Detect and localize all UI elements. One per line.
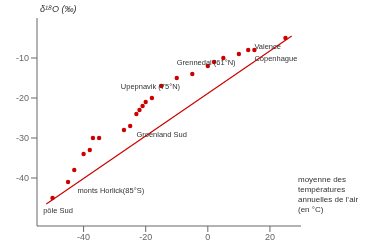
svg-text:-40: -40 xyxy=(77,232,90,242)
svg-text:Copenhague: Copenhague xyxy=(254,54,297,63)
svg-text:monts Horlick(85°S): monts Horlick(85°S) xyxy=(77,186,144,195)
svg-text:δ¹⁸O (‰): δ¹⁸O (‰) xyxy=(40,4,76,14)
svg-text:-20: -20 xyxy=(16,93,29,103)
svg-text:Groenland Sud: Groenland Sud xyxy=(136,130,186,139)
svg-text:Upepnavik (75°N): Upepnavik (75°N) xyxy=(121,82,181,91)
svg-text:-20: -20 xyxy=(139,232,152,242)
svg-text:Valence: Valence xyxy=(254,42,281,51)
svg-text:pôle Sud: pôle Sud xyxy=(43,206,73,215)
svg-text:-10: -10 xyxy=(16,53,29,63)
svg-text:-30: -30 xyxy=(16,133,29,143)
svg-text:-40: -40 xyxy=(16,173,29,183)
svg-text:20: 20 xyxy=(265,232,275,242)
svg-text:0: 0 xyxy=(205,232,210,242)
svg-text:Grennedal (61°N): Grennedal (61°N) xyxy=(177,58,236,67)
svg-text:moyenne destempératuresannuell: moyenne destempératuresannuelles de l’ai… xyxy=(298,175,358,214)
